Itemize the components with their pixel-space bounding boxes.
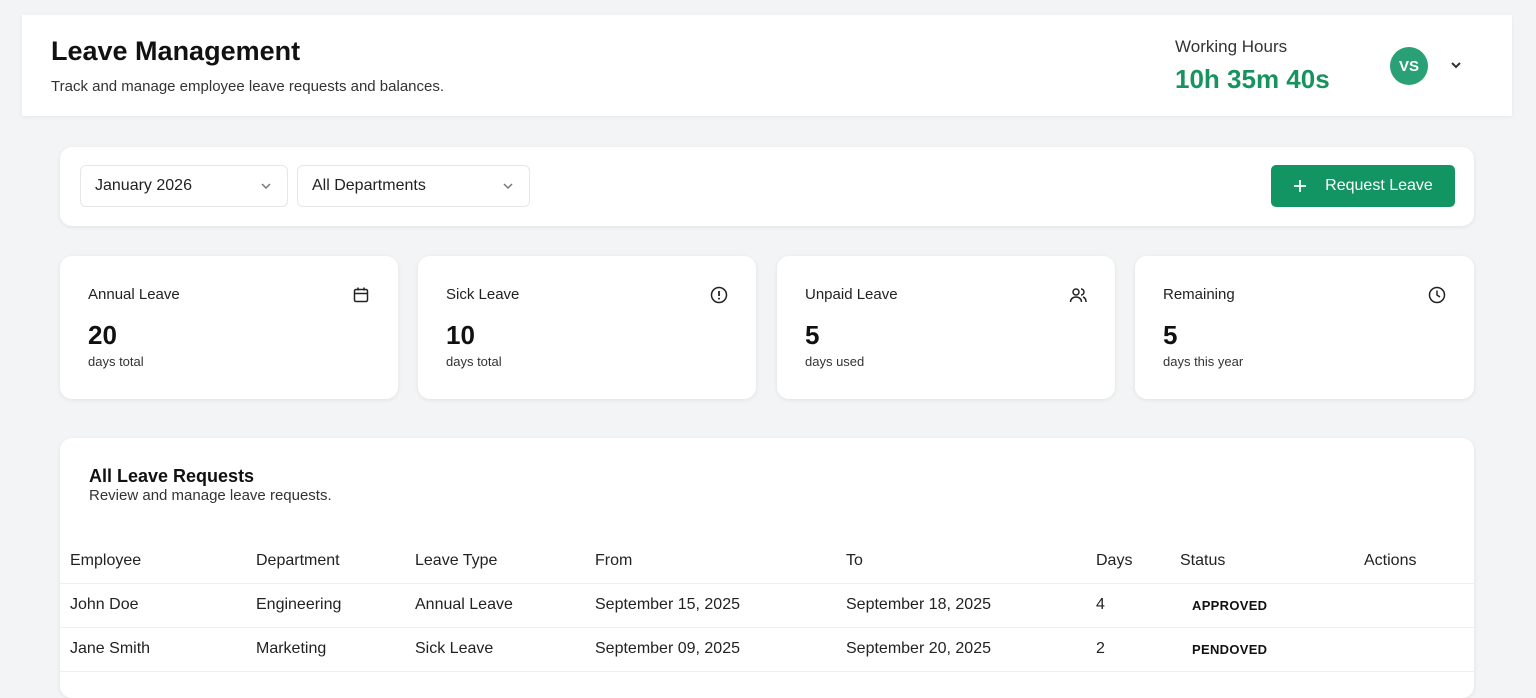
plus-icon	[1294, 180, 1307, 192]
status-badge: APPROVED	[1180, 583, 1364, 628]
cell-days: 2	[1096, 627, 1180, 672]
cell-leave-type: Sick Leave	[415, 627, 595, 672]
cell-employee: Jane Smith	[60, 627, 256, 672]
alert-circle-icon	[710, 286, 728, 304]
month-select-value: January 2026	[95, 177, 192, 194]
page-subtitle: Track and manage employee leave requests…	[51, 78, 445, 95]
avatar[interactable]: VS	[1390, 47, 1428, 85]
cell-to: September 18, 2025	[846, 583, 1096, 628]
request-leave-button[interactable]: Request Leave	[1271, 165, 1455, 207]
stat-label: Unpaid Leave	[805, 286, 898, 303]
column-header-employee[interactable]: Employee	[60, 539, 256, 584]
stat-value: 5	[1163, 320, 1178, 350]
column-header-status[interactable]: Status	[1180, 539, 1364, 584]
table-header-row: Employee Department Leave Type From To D…	[60, 539, 1474, 584]
stat-card-sick: Sick Leave 10 days total	[418, 256, 756, 399]
table-row[interactable]: Jane Smith Marketing Sick Leave Septembe…	[60, 627, 1474, 672]
cell-department: Marketing	[256, 627, 415, 672]
cell-leave-type: Annual Leave	[415, 583, 595, 628]
users-icon	[1069, 288, 1087, 303]
stat-card-unpaid: Unpaid Leave 5 days used	[777, 256, 1115, 399]
leave-requests-table: Employee Department Leave Type From To D…	[60, 539, 1474, 672]
working-hours-label: Working Hours	[1175, 37, 1288, 56]
stat-value: 10	[446, 320, 475, 350]
stat-label: Remaining	[1163, 286, 1235, 303]
stat-label: Sick Leave	[446, 286, 520, 303]
column-header-department[interactable]: Department	[256, 539, 415, 584]
month-select[interactable]: January 2026	[80, 165, 288, 207]
cell-department: Engineering	[256, 583, 415, 628]
stat-value: 20	[88, 320, 117, 350]
column-header-to[interactable]: To	[846, 539, 1096, 584]
request-leave-label: Request Leave	[1325, 177, 1433, 194]
column-header-leave-type[interactable]: Leave Type	[415, 539, 595, 584]
cell-employee: John Doe	[60, 583, 256, 628]
column-header-actions: Actions	[1364, 539, 1474, 584]
cell-from: September 15, 2025	[595, 583, 846, 628]
clock-icon	[1428, 286, 1446, 304]
table-subtitle: Review and manage leave requests.	[89, 487, 332, 504]
stat-card-remaining: Remaining 5 days this year	[1135, 256, 1474, 399]
stat-subtext: days total	[446, 354, 502, 369]
stat-value: 5	[805, 320, 820, 350]
cell-to: September 20, 2025	[846, 627, 1096, 672]
calendar-icon	[353, 287, 369, 303]
cell-actions	[1364, 583, 1474, 628]
stat-label: Annual Leave	[88, 286, 180, 303]
stat-card-annual: Annual Leave 20 days total	[60, 256, 398, 399]
chevron-down-icon[interactable]	[1446, 55, 1466, 75]
stat-subtext: days this year	[1163, 354, 1244, 369]
stat-subtext: days used	[805, 354, 865, 369]
chevron-down-icon	[503, 183, 513, 190]
cell-from: September 09, 2025	[595, 627, 846, 672]
department-select[interactable]: All Departments	[297, 165, 530, 207]
chevron-down-icon	[261, 183, 271, 190]
table-row[interactable]: John Doe Engineering Annual Leave Septem…	[60, 583, 1474, 628]
column-header-days[interactable]: Days	[1096, 539, 1180, 584]
column-header-from[interactable]: From	[595, 539, 846, 584]
filter-bar: January 2026 All Departments Request Lea…	[60, 147, 1474, 226]
working-hours-value: 10h 35m 40s	[1175, 64, 1330, 94]
department-select-value: All Departments	[312, 177, 426, 194]
leave-requests-card: All Leave Requests Review and manage lea…	[60, 438, 1474, 698]
status-badge: PENDOVED	[1180, 627, 1364, 672]
cell-days: 4	[1096, 583, 1180, 628]
page-title: Leave Management	[51, 36, 301, 66]
cell-actions	[1364, 627, 1474, 672]
table-title: All Leave Requests	[89, 466, 255, 486]
page-header: Leave Management Track and manage employ…	[22, 15, 1512, 116]
stat-subtext: days total	[88, 354, 144, 369]
